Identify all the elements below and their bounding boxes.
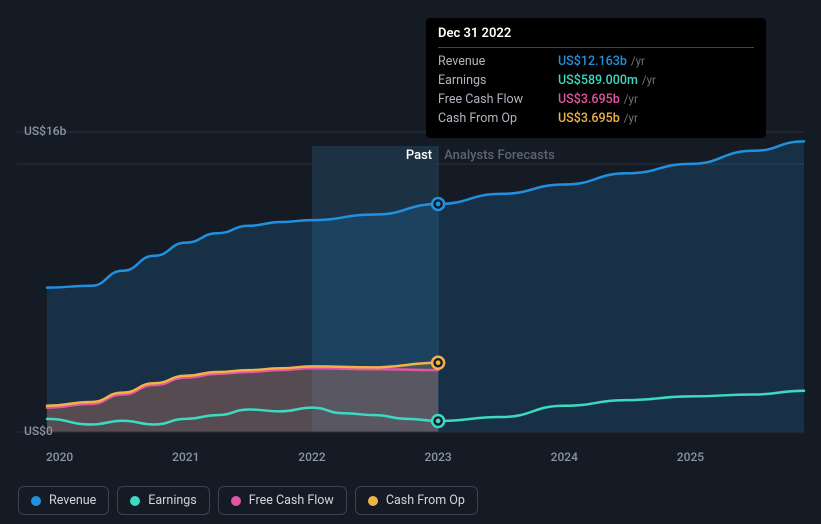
- legend-item-fcf[interactable]: Free Cash Flow: [218, 486, 347, 515]
- x-axis-label: 2022: [298, 450, 325, 464]
- x-axis-label: 2025: [677, 450, 704, 464]
- tooltip-row-label: Earnings: [438, 73, 558, 88]
- legend-item-earnings[interactable]: Earnings: [117, 486, 209, 515]
- tooltip-row: Free Cash FlowUS$3.695b/yr: [438, 90, 754, 109]
- section-label-past: Past: [406, 148, 432, 163]
- tooltip-row-unit: /yr: [624, 111, 638, 125]
- tooltip-row-value: US$3.695b: [558, 111, 620, 126]
- y-axis-label: US$16b: [24, 124, 66, 138]
- legend: Revenue Earnings Free Cash Flow Cash From O…: [18, 486, 478, 515]
- chart-tooltip: Dec 31 2022 RevenueUS$12.163b/yrEarnings…: [426, 18, 766, 138]
- y-axis-label: US$0: [24, 424, 53, 438]
- tooltip-row-value: US$12.163b: [558, 54, 627, 69]
- tooltip-row-label: Free Cash Flow: [438, 92, 558, 107]
- legend-item-label: Revenue: [49, 493, 96, 508]
- x-axis-label: 2024: [551, 450, 578, 464]
- legend-item-cfo[interactable]: Cash From Op: [355, 486, 478, 515]
- tooltip-row-value: US$3.695b: [558, 92, 620, 107]
- tooltip-row-label: Cash From Op: [438, 111, 558, 126]
- section-label-forecast: Analysts Forecasts: [444, 148, 555, 163]
- legend-item-label: Free Cash Flow: [249, 493, 334, 508]
- tooltip-row-unit: /yr: [642, 73, 656, 87]
- legend-swatch: [368, 496, 378, 506]
- tooltip-row-unit: /yr: [624, 92, 638, 106]
- tooltip-row-unit: /yr: [631, 54, 645, 68]
- tooltip-title: Dec 31 2022: [438, 26, 754, 48]
- tooltip-row-label: Revenue: [438, 54, 558, 69]
- legend-swatch: [31, 496, 41, 506]
- legend-swatch: [231, 496, 241, 506]
- financial-chart: US$0 US$16b 2020 2021 2022 2023 2024 2025 Past…: [0, 0, 821, 524]
- tooltip-row: Cash From OpUS$3.695b/yr: [438, 109, 754, 128]
- legend-item-revenue[interactable]: Revenue: [18, 486, 109, 515]
- tooltip-row: RevenueUS$12.163b/yr: [438, 52, 754, 71]
- tooltip-row: EarningsUS$589.000m/yr: [438, 71, 754, 90]
- legend-item-label: Earnings: [148, 493, 196, 508]
- legend-swatch: [130, 496, 140, 506]
- x-axis-label: 2020: [46, 450, 73, 464]
- legend-item-label: Cash From Op: [386, 493, 465, 508]
- tooltip-row-value: US$589.000m: [558, 73, 638, 88]
- x-axis-label: 2023: [424, 450, 451, 464]
- x-axis-label: 2021: [172, 450, 199, 464]
